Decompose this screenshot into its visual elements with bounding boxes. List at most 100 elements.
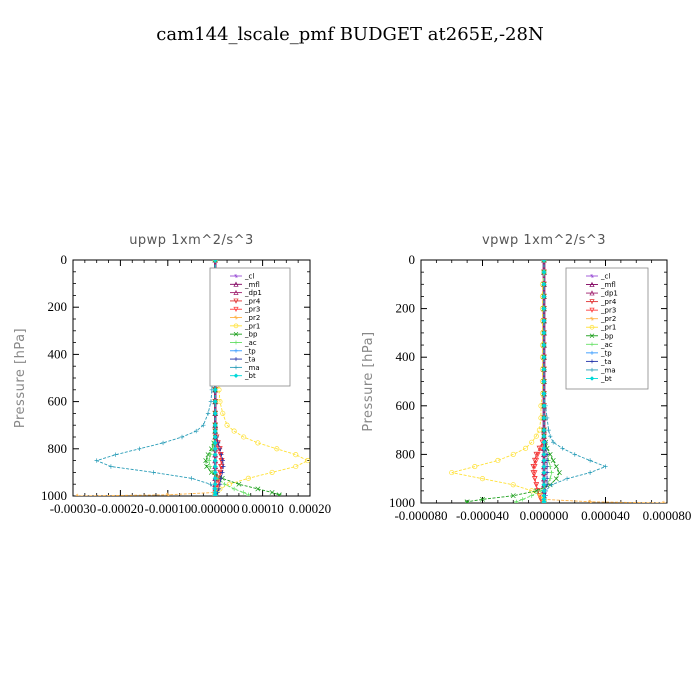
data-point: [151, 470, 156, 475]
x-tick-label: -0.000080: [394, 508, 447, 523]
legend-label: _pr1: [600, 324, 616, 332]
data-point: [480, 496, 485, 502]
legend-marker: [589, 307, 595, 313]
legend: _cl_mfl_dp1_pr4_pr3_pr2_pr1_bp_ac_tp_ta_…: [209, 267, 291, 387]
data-point: [541, 439, 547, 445]
legend-label: _ma: [244, 364, 260, 372]
data-point: [274, 446, 280, 452]
data-point: [276, 492, 282, 496]
x-tick-label: 0.000000: [191, 501, 240, 516]
data-point: [255, 486, 261, 492]
legend-marker: [590, 350, 594, 355]
y-tick-label: 600: [48, 394, 68, 409]
legend-marker: [589, 333, 595, 339]
data-point: [549, 482, 554, 487]
legend-label: _ac: [600, 341, 613, 349]
legend-label: _bp: [600, 332, 614, 340]
data-point: [212, 428, 218, 434]
data-point: [541, 500, 547, 503]
data-point: [212, 452, 218, 458]
data-point: [212, 434, 218, 440]
legend-entry: _pr3: [230, 306, 260, 314]
legend-label: _bp: [244, 331, 258, 339]
data-point: [547, 451, 553, 457]
legend-marker: [233, 306, 239, 313]
data-point: [276, 493, 282, 496]
data-point: [479, 476, 486, 482]
data-point: [75, 493, 80, 496]
data-point: [541, 403, 547, 409]
legend-label: _pr1: [244, 322, 260, 330]
data-point: [532, 470, 538, 476]
data-point: [541, 415, 547, 421]
data-point: [541, 318, 547, 324]
y-tick-label: 800: [396, 446, 416, 461]
data-point: [179, 434, 185, 440]
legend-label: _pr3: [600, 307, 616, 315]
data-point: [514, 500, 519, 503]
data-point: [541, 433, 547, 439]
data-point: [541, 269, 547, 275]
x-tick-label: 0.000000: [520, 508, 569, 523]
data-point: [541, 330, 547, 336]
data-point: [212, 260, 218, 263]
y-tick-label: 1000: [41, 488, 67, 503]
legend-entry: _bt: [230, 372, 256, 380]
data-point: [212, 422, 218, 428]
data-point: [587, 499, 593, 503]
data-point: [218, 476, 224, 481]
data-point: [541, 378, 547, 385]
data-point: [212, 446, 218, 452]
legend-marker: [233, 373, 239, 379]
legend-entry: _ac: [586, 341, 613, 349]
legend-label: _pr3: [244, 306, 260, 314]
legend-entry: _bp: [586, 332, 614, 340]
data-point: [541, 445, 547, 451]
legend-entry: _pr2: [586, 315, 616, 323]
legend-entry: _dp1: [586, 290, 618, 298]
data-point: [541, 451, 547, 457]
data-point: [305, 458, 310, 464]
data-point: [201, 423, 206, 428]
legend-entry: _pr2: [230, 314, 260, 322]
legend-marker: [589, 281, 595, 287]
data-point: [217, 446, 223, 451]
data-point: [212, 458, 218, 464]
data-point: [541, 293, 547, 300]
data-point: [533, 433, 539, 439]
y-tick-label: 800: [48, 441, 68, 456]
legend-marker: [589, 376, 595, 381]
data-point: [547, 433, 553, 439]
data-point: [560, 446, 565, 451]
y-tick-label: 200: [396, 301, 416, 316]
legend-label: _bt: [600, 375, 612, 383]
y-axis-label: Pressure [hPa]: [13, 328, 28, 428]
x-tick-label: 0.00020: [289, 501, 331, 516]
legend-entry: _dp1: [230, 289, 262, 297]
data-point: [536, 493, 543, 499]
y-axis-label: Pressure [hPa]: [361, 331, 376, 431]
y-tick-label: 1000: [389, 495, 415, 510]
data-point: [564, 476, 570, 481]
legend-entry: _bt: [586, 375, 612, 383]
x-tick-label: -0.000040: [456, 508, 509, 523]
legend-entry: _pr4: [230, 297, 261, 305]
legend-marker: [234, 340, 238, 345]
data-point: [661, 500, 667, 503]
legend-label: _ac: [244, 339, 257, 347]
legend-label: _tp: [600, 349, 612, 357]
y-tick-label: 400: [396, 349, 416, 364]
legend-label: _cl: [244, 273, 254, 281]
data-point: [529, 439, 535, 445]
data-point: [532, 464, 538, 470]
data-point: [241, 490, 246, 495]
legend-marker: [590, 316, 594, 321]
data-point: [205, 452, 211, 458]
data-point: [510, 451, 516, 457]
legend-entry: _tp: [586, 349, 612, 357]
data-point: [203, 458, 209, 464]
x-tick-label: 0.000080: [643, 508, 692, 523]
y-tick-label: 400: [48, 346, 68, 361]
data-point: [603, 464, 608, 469]
data-point: [464, 500, 470, 503]
